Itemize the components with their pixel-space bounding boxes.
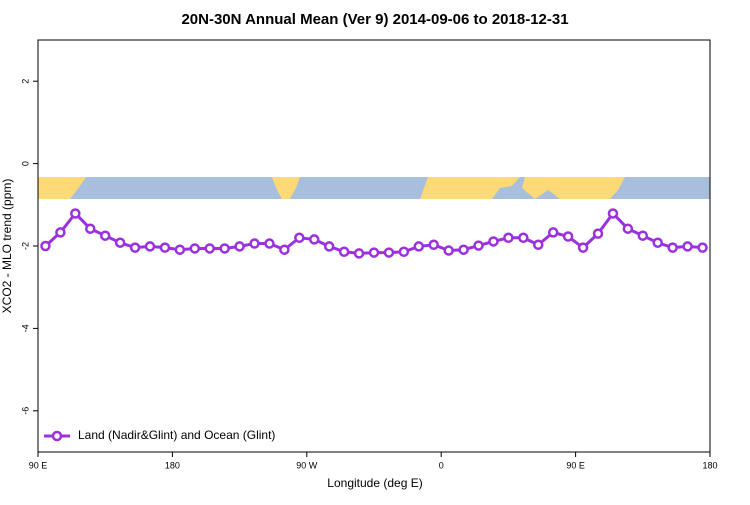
data-point (114, 237, 126, 248)
data-point (85, 223, 96, 234)
y-tick-label: 0 (20, 161, 30, 166)
y-tick-label: 2 (20, 79, 30, 84)
data-point (279, 244, 290, 255)
data-point (697, 242, 708, 253)
data-point (443, 245, 454, 256)
data-point (682, 241, 693, 252)
data-point (667, 242, 678, 253)
data-point (174, 244, 186, 255)
legend-label: Land (Nadir&Glint) and Ocean (Glint) (78, 428, 275, 442)
y-tick-label: -6 (20, 407, 30, 415)
x-tick-label: 90 E (29, 460, 48, 470)
data-point (264, 238, 275, 249)
x-tick-label: 90 W (296, 460, 318, 470)
data-point (547, 227, 559, 238)
data-point (338, 246, 350, 258)
data-point (428, 239, 439, 251)
data-point (353, 248, 365, 259)
data-point (622, 223, 634, 234)
chart-title: 20N-30N Annual Mean (Ver 9) 2014-09-06 t… (181, 11, 568, 28)
data-point (159, 242, 171, 253)
data-point (398, 246, 410, 258)
data-point (413, 241, 425, 252)
data-point (309, 234, 320, 245)
y-tick-label: -2 (20, 242, 30, 250)
legend-marker (51, 430, 63, 442)
data-point (503, 232, 514, 244)
data-point (99, 230, 111, 241)
data-point (518, 232, 529, 244)
data-point (607, 208, 619, 219)
data-point (323, 241, 335, 252)
data-point (577, 242, 589, 253)
x-axis-label: Longitude (deg E) (327, 476, 422, 490)
data-point (592, 228, 604, 239)
map-strip (38, 177, 710, 199)
data-point (219, 243, 230, 254)
data-point (129, 242, 141, 253)
data-point (368, 247, 380, 258)
x-tick-label: 0 (439, 460, 444, 470)
data-point (652, 237, 663, 248)
data-point (189, 243, 201, 254)
data-point (144, 241, 156, 252)
data-point (249, 238, 260, 249)
data-point (458, 244, 469, 255)
data-point (294, 232, 305, 244)
data-point (55, 227, 66, 238)
y-tick-label: -4 (20, 324, 30, 332)
data-point (473, 240, 484, 251)
data-point (204, 243, 215, 254)
x-tick-label: 180 (165, 460, 180, 470)
data-point (383, 247, 395, 258)
data-point (533, 239, 544, 251)
data-point (234, 241, 245, 252)
data-point (637, 230, 649, 241)
data-point (562, 231, 574, 242)
data-point (70, 208, 81, 219)
x-tick-label: 90 E (566, 460, 585, 470)
x-tick-label: 180 (702, 460, 717, 470)
data-point (40, 240, 51, 252)
y-axis-label: XCO2 - MLO trend (ppm) (0, 179, 14, 314)
data-point (488, 236, 499, 247)
